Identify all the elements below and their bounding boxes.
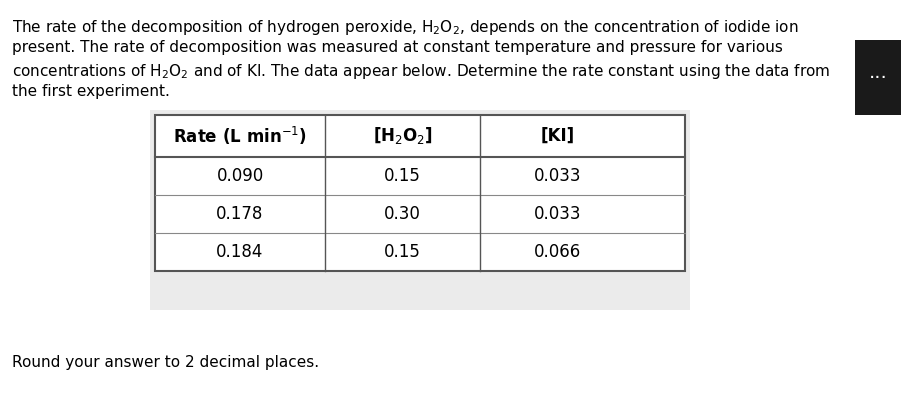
- Text: 0.15: 0.15: [384, 167, 421, 185]
- FancyBboxPatch shape: [855, 40, 901, 115]
- Bar: [155, 115, 685, 271]
- Text: 0.066: 0.066: [534, 243, 581, 261]
- Text: ···: ···: [869, 68, 887, 88]
- Text: 0.184: 0.184: [216, 243, 264, 261]
- Text: 0.15: 0.15: [384, 243, 421, 261]
- FancyBboxPatch shape: [150, 110, 690, 310]
- Text: [H$_2$O$_2$]: [H$_2$O$_2$]: [372, 125, 432, 147]
- Text: [KI]: [KI]: [541, 127, 575, 145]
- Text: 0.178: 0.178: [216, 205, 264, 223]
- Text: present. The rate of decomposition was measured at constant temperature and pres: present. The rate of decomposition was m…: [12, 40, 783, 55]
- Text: 0.033: 0.033: [533, 167, 581, 185]
- Text: concentrations of H$_2$O$_2$ and of KI. The data appear below. Determine the rat: concentrations of H$_2$O$_2$ and of KI. …: [12, 62, 831, 81]
- Text: 0.090: 0.090: [216, 167, 264, 185]
- Text: Rate (L min$^{-1}$): Rate (L min$^{-1}$): [173, 125, 307, 147]
- Text: The rate of the decomposition of hydrogen peroxide, H$_2$O$_2$, depends on the c: The rate of the decomposition of hydroge…: [12, 18, 798, 37]
- Text: the first experiment.: the first experiment.: [12, 84, 170, 99]
- Text: Round your answer to 2 decimal places.: Round your answer to 2 decimal places.: [12, 356, 319, 371]
- Text: 0.30: 0.30: [384, 205, 421, 223]
- Text: 0.033: 0.033: [533, 205, 581, 223]
